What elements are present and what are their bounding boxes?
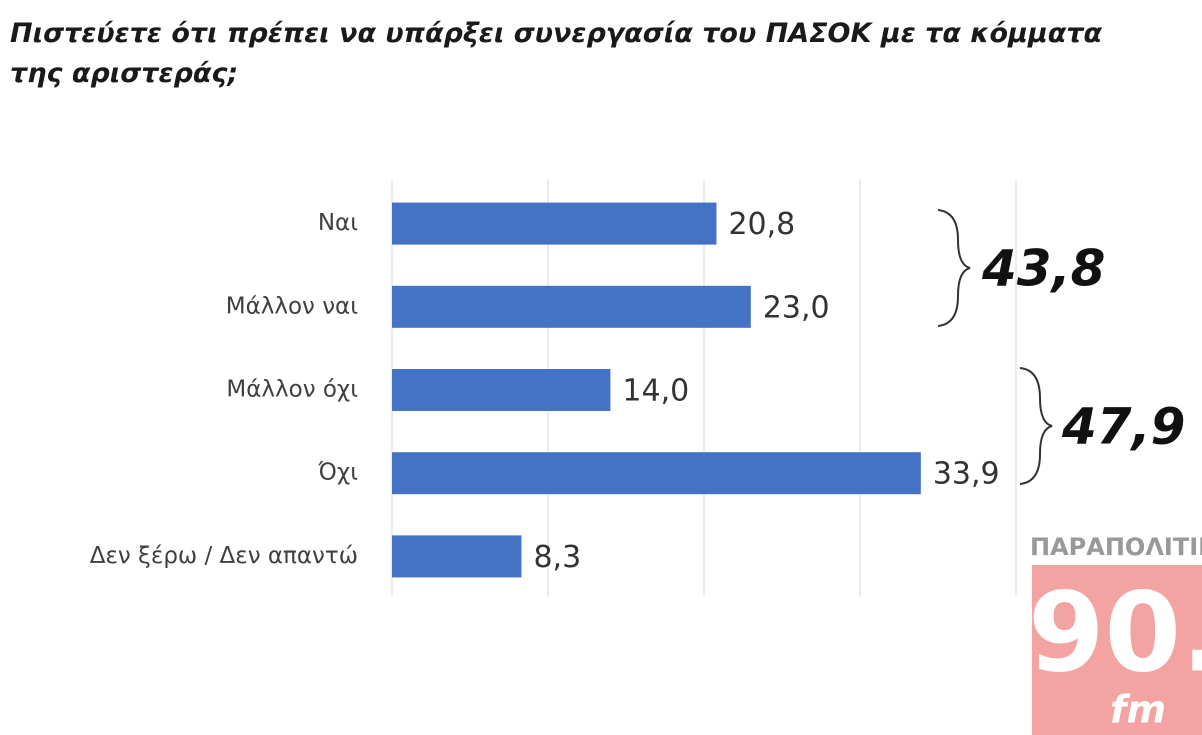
value-label: 14,0 [622, 374, 689, 409]
brace [1019, 367, 1053, 485]
brace [937, 209, 971, 327]
category-label: Όχι [317, 460, 358, 486]
bar [392, 369, 611, 411]
value-label: 20,8 [728, 207, 795, 242]
bar [392, 285, 751, 328]
logo-band: fm [1110, 688, 1166, 732]
value-label: 33,9 [933, 457, 1000, 492]
logo-frequency: 90.1 [1028, 568, 1202, 696]
annotation: 47,9 [1061, 398, 1185, 456]
logo-name: ΠΑΡΑΠΟΛΙΤΙΚ [1030, 533, 1202, 561]
value-label: 8,3 [533, 540, 581, 575]
value-label: 23,0 [763, 290, 830, 325]
category-label: Ναι [318, 210, 358, 236]
category-label: Δεν ξέρω / Δεν απαντώ [90, 543, 358, 569]
category-label: Μάλλον ναι [226, 293, 358, 319]
chart-title: Πιστεύετε ότι πρέπει να υπάρξει συνεργασ… [10, 18, 1103, 89]
bar [392, 202, 717, 245]
bar [392, 535, 522, 578]
logo-background [1032, 565, 1202, 735]
annotation: 43,8 [981, 240, 1105, 298]
bar [392, 452, 921, 495]
category-label: Μάλλον όχι [226, 377, 358, 403]
